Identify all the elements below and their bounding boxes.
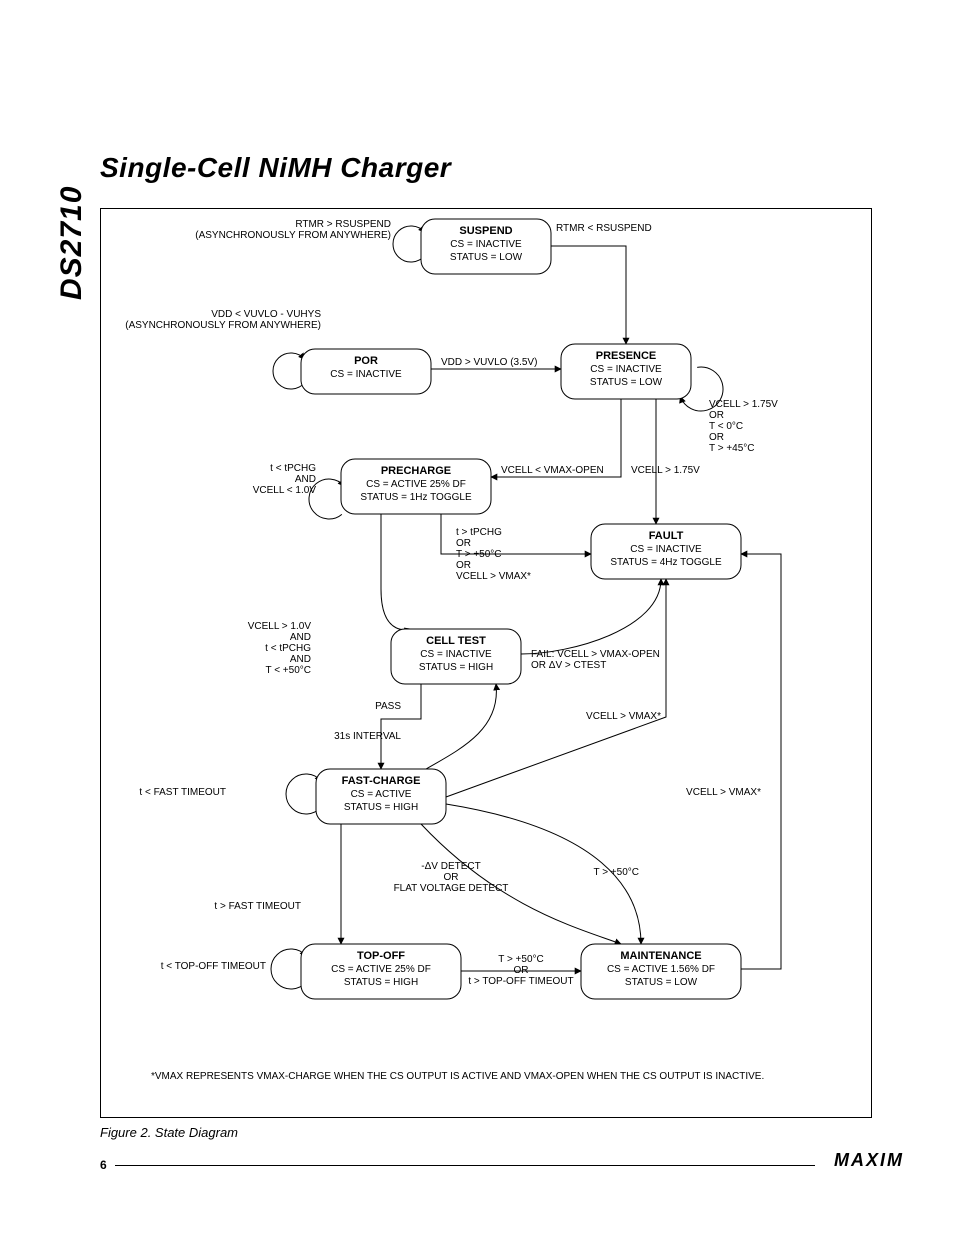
- state-por-title: POR: [354, 355, 378, 367]
- edge-label-19: t > TOP-OFF TIMEOUT: [468, 976, 573, 987]
- edge-label-0: RTMR < RSUSPEND: [556, 223, 652, 234]
- figure-caption: Figure 2. State Diagram: [100, 1125, 238, 1140]
- edge-label-8: T > +50°C: [456, 549, 502, 560]
- edge-label-11: 31s INTERVAL: [334, 731, 401, 742]
- state-por-line: CS = INACTIVE: [330, 369, 402, 380]
- edge-label-4: VCELL > 1.75V: [709, 399, 778, 410]
- edge-fastcharge-celltest: [426, 684, 496, 769]
- state-precharge-line: CS = ACTIVE 25% DF: [366, 479, 466, 490]
- state-diagram-svg: SUSPEND CS = INACTIVE STATUS = LOW POR CS = …: [101, 209, 871, 1117]
- state-maintenance-line: STATUS = LOW: [625, 977, 698, 988]
- state-suspend-line: CS = INACTIVE: [450, 239, 522, 250]
- edge-label-3: VDD > VUVLO (3.5V): [441, 357, 537, 368]
- edge-label-9: AND: [290, 654, 311, 665]
- edge-label-4: T < 0°C: [709, 421, 743, 432]
- edge-fastcharge-fault-vmax: [446, 579, 666, 797]
- maxim-logo: MAXIM: [834, 1150, 904, 1171]
- diagram-footnote: *VMAX REPRESENTS VMAX-CHARGE WHEN THE CS…: [151, 1071, 764, 1082]
- page-title: Single-Cell NiMH Charger: [100, 152, 451, 184]
- edge-label-10: PASS: [375, 701, 401, 712]
- state-topoff-line: STATUS = HIGH: [344, 977, 418, 988]
- state-presence-line: STATUS = LOW: [590, 377, 663, 388]
- edge-label-2: VDD < VUVLO - VUHYS: [211, 309, 321, 320]
- edge-suspend-presence: [551, 246, 626, 344]
- edge-label-12: OR ΔV > CTEST: [531, 660, 606, 671]
- state-fault-line: CS = INACTIVE: [630, 544, 702, 555]
- state-suspend-title: SUSPEND: [459, 225, 512, 237]
- edge-label-15: OR: [444, 872, 459, 883]
- edge-label-5: VCELL < VMAX-OPEN: [501, 465, 604, 476]
- state-topoff-line: CS = ACTIVE 25% DF: [331, 964, 431, 975]
- state-celltest-line: CS = INACTIVE: [420, 649, 492, 660]
- state-maintenance-line: CS = ACTIVE 1.56% DF: [607, 964, 715, 975]
- edge-label-9: VCELL > 1.0V: [248, 621, 312, 632]
- edge-celltest-fastcharge: [381, 684, 421, 769]
- state-fastcharge-line: CS = ACTIVE: [351, 789, 412, 800]
- state-fastcharge-title: FAST-CHARGE: [342, 775, 421, 787]
- footer-rule: [115, 1165, 815, 1166]
- diagram-frame: SUSPEND CS = INACTIVE STATUS = LOW POR CS = …: [100, 208, 872, 1118]
- edge-label-9: T < +50°C: [265, 665, 311, 676]
- edge-label-14: t < FAST TIMEOUT: [139, 787, 226, 798]
- edge-suspend-self: [393, 226, 425, 262]
- edge-label-17: VCELL > VMAX*: [686, 787, 761, 798]
- page: DS2710 Single-Cell NiMH Charger SUSPEND C…: [0, 0, 954, 1235]
- state-celltest-title: CELL TEST: [426, 635, 486, 647]
- edge-label-8: OR: [456, 560, 471, 571]
- part-number-sidebar: DS2710: [55, 186, 89, 300]
- edge-label-4: OR: [709, 410, 724, 421]
- edge-label-6: VCELL > 1.75V: [631, 465, 700, 476]
- edge-label-9: t < tPCHG: [265, 643, 311, 654]
- edge-label-1: (ASYNCHRONOUSLY FROM ANYWHERE): [195, 230, 391, 241]
- edge-label-19: OR: [514, 965, 529, 976]
- edge-label-4: OR: [709, 432, 724, 443]
- edge-label-8: VCELL > VMAX*: [456, 571, 531, 582]
- edge-label-16: t > FAST TIMEOUT: [214, 901, 301, 912]
- state-precharge-line: STATUS = 1Hz TOGGLE: [360, 492, 472, 503]
- edge-label-20: t < TOP-OFF TIMEOUT: [161, 961, 266, 972]
- edge-label-8: t > tPCHG: [456, 527, 502, 538]
- state-suspend-line: STATUS = LOW: [450, 252, 523, 263]
- state-maintenance-title: MAINTENANCE: [620, 950, 701, 962]
- edge-label-1: RTMR > RSUSPEND: [295, 219, 391, 230]
- edge-maintenance-fault: [736, 554, 781, 969]
- edge-label-8: OR: [456, 538, 471, 549]
- state-precharge-title: PRECHARGE: [381, 465, 451, 477]
- edge-label-7: VCELL < 1.0V: [253, 485, 317, 496]
- edge-precharge-celltest: [381, 514, 411, 630]
- state-celltest-line: STATUS = HIGH: [419, 662, 493, 673]
- edge-label-2: (ASYNCHRONOUSLY FROM ANYWHERE): [125, 320, 321, 331]
- page-number: 6: [100, 1158, 107, 1172]
- edge-label-7: AND: [295, 474, 316, 485]
- state-topoff-title: TOP-OFF: [357, 950, 405, 962]
- edge-label-15: -ΔV DETECT: [421, 861, 480, 872]
- state-presence-line: CS = INACTIVE: [590, 364, 662, 375]
- edge-label-4: T > +45°C: [709, 443, 755, 454]
- state-fault-title: FAULT: [649, 530, 684, 542]
- edge-label-15: FLAT VOLTAGE DETECT: [394, 883, 509, 894]
- edge-label-13: VCELL > VMAX*: [586, 711, 661, 722]
- state-fault-line: STATUS = 4Hz TOGGLE: [610, 557, 722, 568]
- edge-por-self: [273, 353, 305, 389]
- edge-label-7: t < tPCHG: [270, 463, 316, 474]
- state-fastcharge-line: STATUS = HIGH: [344, 802, 418, 813]
- edge-celltest-fault: [521, 579, 661, 654]
- edge-label-9: AND: [290, 632, 311, 643]
- edge-label-12: FAIL: VCELL > VMAX-OPEN: [531, 649, 660, 660]
- state-presence-title: PRESENCE: [596, 350, 657, 362]
- edge-label-19: T > +50°C: [498, 954, 544, 965]
- edge-label-18: T > +50°C: [593, 867, 639, 878]
